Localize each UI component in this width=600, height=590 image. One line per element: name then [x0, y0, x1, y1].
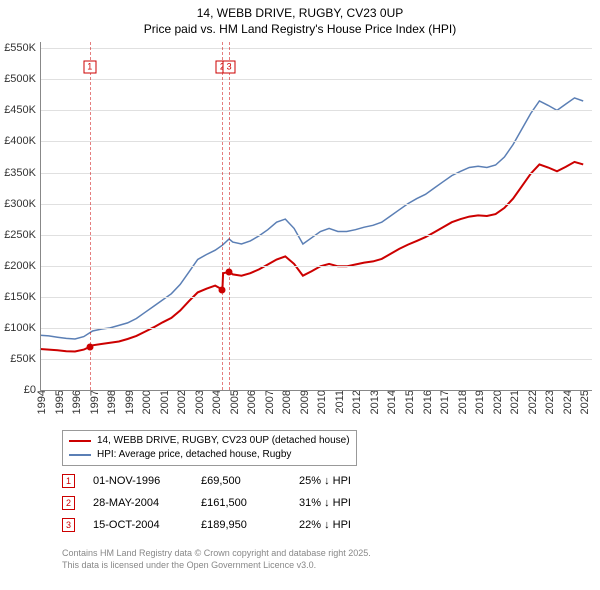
ytick-label: £450K [4, 104, 40, 116]
xtick-label: 2006 [242, 390, 258, 414]
ytick-label: £500K [4, 73, 40, 85]
line-hpi [40, 98, 583, 339]
ytick-label: £550K [4, 42, 40, 54]
title-line-1: 14, WEBB DRIVE, RUGBY, CV23 0UP [0, 6, 600, 22]
xtick-label: 2023 [540, 390, 556, 414]
xtick-label: 2008 [277, 390, 293, 414]
sales-table-row: 3 15-OCT-2004 £189,950 22% ↓ HPI [62, 514, 379, 536]
sales-row-diff: 31% ↓ HPI [299, 497, 379, 509]
sales-row-diff: 22% ↓ HPI [299, 519, 379, 531]
sale-marker-dot [226, 268, 233, 275]
xtick-label: 1998 [102, 390, 118, 414]
title-line-2: Price paid vs. HM Land Registry's House … [0, 22, 600, 38]
gridline-horizontal [40, 141, 592, 142]
gridline-horizontal [40, 235, 592, 236]
sale-marker-label: 1 [83, 60, 96, 73]
legend: 14, WEBB DRIVE, RUGBY, CV23 0UP (detache… [62, 430, 357, 466]
sale-marker-label: 3 [223, 60, 236, 73]
gridline-horizontal [40, 266, 592, 267]
xtick-label: 2010 [312, 390, 328, 414]
sale-marker-dot [86, 343, 93, 350]
xtick-label: 2009 [295, 390, 311, 414]
chart-title: 14, WEBB DRIVE, RUGBY, CV23 0UP Price pa… [0, 0, 600, 37]
xtick-label: 2000 [137, 390, 153, 414]
xtick-label: 1995 [50, 390, 66, 414]
xtick-label: 2002 [172, 390, 188, 414]
legend-item-property: 14, WEBB DRIVE, RUGBY, CV23 0UP (detache… [69, 434, 350, 448]
ytick-label: £50K [10, 353, 40, 365]
xtick-label: 2018 [453, 390, 469, 414]
gridline-horizontal [40, 204, 592, 205]
sales-table: 1 01-NOV-1996 £69,500 25% ↓ HPI 2 28-MAY-2004… [62, 470, 379, 536]
sales-row-date: 15-OCT-2004 [93, 519, 183, 531]
xtick-label: 2011 [330, 390, 346, 414]
xtick-label: 2013 [365, 390, 381, 414]
plot-area: £0£50K£100K£150K£200K£250K£300K£350K£400… [40, 42, 592, 390]
line-property [40, 162, 583, 352]
sale-marker-vline [90, 42, 91, 390]
sales-row-marker: 1 [62, 474, 75, 488]
sale-marker-vline [222, 42, 223, 390]
ytick-label: £100K [4, 322, 40, 334]
gridline-horizontal [40, 79, 592, 80]
gridline-horizontal [40, 359, 592, 360]
chart-lines-svg [40, 42, 592, 390]
xtick-label: 1996 [67, 390, 83, 414]
xtick-label: 2012 [347, 390, 363, 414]
legend-swatch-property [69, 440, 91, 442]
sale-marker-vline [229, 42, 230, 390]
xtick-label: 2003 [190, 390, 206, 414]
sales-row-marker: 2 [62, 496, 75, 510]
y-axis-line [40, 42, 41, 390]
sales-table-row: 2 28-MAY-2004 £161,500 31% ↓ HPI [62, 492, 379, 514]
sales-row-date: 01-NOV-1996 [93, 475, 183, 487]
xtick-label: 2025 [575, 390, 591, 414]
sales-row-price: £161,500 [201, 497, 281, 509]
ytick-label: £250K [4, 229, 40, 241]
xtick-label: 2016 [418, 390, 434, 414]
sale-marker-dot [219, 286, 226, 293]
xtick-label: 2020 [488, 390, 504, 414]
xtick-label: 2007 [260, 390, 276, 414]
xtick-label: 2014 [382, 390, 398, 414]
ytick-label: £200K [4, 260, 40, 272]
gridline-horizontal [40, 110, 592, 111]
x-axis-line [40, 390, 592, 391]
gridline-horizontal [40, 297, 592, 298]
xtick-label: 2015 [400, 390, 416, 414]
gridline-horizontal [40, 328, 592, 329]
sales-row-marker: 3 [62, 518, 75, 532]
legend-swatch-hpi [69, 454, 91, 456]
footer-line-1: Contains HM Land Registry data © Crown c… [62, 548, 371, 560]
sales-row-diff: 25% ↓ HPI [299, 475, 379, 487]
gridline-horizontal [40, 173, 592, 174]
legend-item-hpi: HPI: Average price, detached house, Rugb… [69, 448, 350, 462]
xtick-label: 1999 [120, 390, 136, 414]
xtick-label: 1994 [32, 390, 48, 414]
ytick-label: £150K [4, 291, 40, 303]
xtick-label: 2005 [225, 390, 241, 414]
sales-row-price: £69,500 [201, 475, 281, 487]
xtick-label: 2024 [558, 390, 574, 414]
legend-label-property: 14, WEBB DRIVE, RUGBY, CV23 0UP (detache… [97, 434, 350, 448]
footer-attribution: Contains HM Land Registry data © Crown c… [62, 548, 371, 571]
legend-label-hpi: HPI: Average price, detached house, Rugb… [97, 448, 291, 462]
price-chart: 14, WEBB DRIVE, RUGBY, CV23 0UP Price pa… [0, 0, 600, 590]
sales-row-price: £189,950 [201, 519, 281, 531]
xtick-label: 1997 [85, 390, 101, 414]
xtick-label: 2001 [155, 390, 171, 414]
sales-table-row: 1 01-NOV-1996 £69,500 25% ↓ HPI [62, 470, 379, 492]
xtick-label: 2019 [470, 390, 486, 414]
gridline-horizontal [40, 48, 592, 49]
xtick-label: 2021 [505, 390, 521, 414]
footer-line-2: This data is licensed under the Open Gov… [62, 560, 371, 572]
ytick-label: £300K [4, 198, 40, 210]
sales-row-date: 28-MAY-2004 [93, 497, 183, 509]
xtick-label: 2004 [207, 390, 223, 414]
xtick-label: 2017 [435, 390, 451, 414]
xtick-label: 2022 [523, 390, 539, 414]
ytick-label: £350K [4, 167, 40, 179]
ytick-label: £400K [4, 135, 40, 147]
